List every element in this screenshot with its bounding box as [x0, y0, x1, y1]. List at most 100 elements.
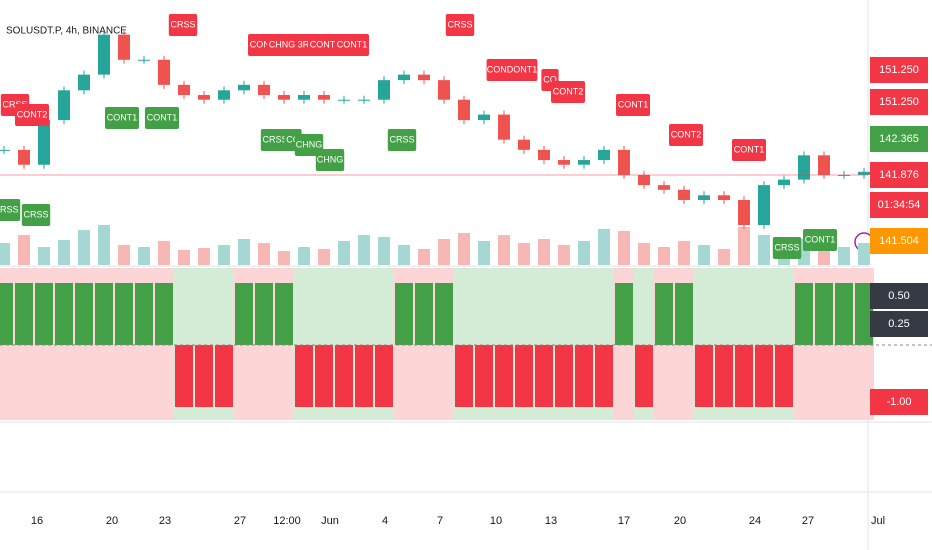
signal-bar	[295, 345, 313, 407]
signal-bar	[155, 283, 173, 345]
volume-bar	[458, 233, 470, 265]
price-badge-text: 142.365	[879, 133, 919, 145]
signal-bar	[575, 345, 593, 407]
candle-body	[638, 174, 650, 186]
signal-label: CRSS	[170, 19, 195, 29]
volume-bar	[678, 241, 690, 265]
signal-label: CRSS	[389, 134, 414, 144]
price-badge-text: 141.504	[879, 235, 919, 247]
price-badge-text: -1.00	[886, 396, 911, 408]
signal-bar	[355, 345, 373, 407]
candle-body	[618, 149, 630, 175]
candle-body	[178, 84, 190, 96]
volume-bar	[18, 235, 30, 265]
signal-bar	[435, 283, 453, 345]
candle-body	[378, 80, 390, 100]
signal-label: CONT1	[250, 39, 281, 49]
signal-bar	[395, 283, 413, 345]
candle-body	[18, 149, 30, 165]
signal-label-bg	[732, 139, 766, 161]
price-badge	[870, 228, 928, 254]
chart-title: SOLUSDT.P, 4h, BINANCE	[6, 26, 127, 37]
signal-label-bg	[168, 14, 198, 36]
candle-body	[738, 199, 750, 226]
signal-bar	[235, 283, 253, 345]
volume-bar	[338, 241, 350, 265]
volume-bar	[638, 243, 650, 265]
signal-bar	[775, 345, 793, 407]
candle-body	[278, 95, 290, 100]
signal-bar	[55, 283, 73, 345]
volume-bar	[318, 249, 330, 265]
volume-bar	[418, 249, 430, 265]
signal-bar	[495, 345, 513, 407]
signal-label-bg	[445, 14, 475, 36]
volume-bar	[658, 247, 670, 265]
x-tick-label: 10	[490, 515, 502, 527]
candle-body	[78, 74, 90, 91]
candle-body	[718, 195, 730, 200]
signal-label-bg	[0, 199, 21, 221]
volume-bar	[478, 241, 490, 265]
volume-bar	[398, 245, 410, 265]
price-badge	[870, 162, 928, 188]
volume-bar	[198, 248, 210, 265]
candle-body	[698, 195, 710, 200]
candle-body	[358, 99, 370, 101]
signal-bar	[835, 283, 853, 345]
signal-bar	[315, 345, 333, 407]
volume-bar	[698, 245, 710, 265]
signal-label-bg	[551, 81, 585, 103]
volume-bar	[518, 243, 530, 265]
signal-label: CRSS	[2, 99, 27, 109]
x-tick-label: 27	[802, 515, 814, 527]
signal-bar	[75, 283, 93, 345]
signal-bar	[795, 283, 813, 345]
candle-body	[38, 120, 50, 165]
candle-body	[778, 179, 790, 186]
candle-body	[598, 149, 610, 161]
volume-bar	[358, 235, 370, 265]
volume-bar	[378, 237, 390, 265]
candle-body	[258, 84, 270, 96]
signal-bar	[95, 283, 113, 345]
volume-bar	[0, 243, 10, 265]
signal-label: CONT2	[553, 86, 584, 96]
volume-bar	[218, 245, 230, 265]
candle-body	[138, 59, 150, 61]
signal-label: CRSS	[23, 209, 48, 219]
candle-body	[98, 34, 110, 75]
x-tick-label: 4	[382, 515, 388, 527]
candle-body	[518, 139, 530, 150]
signal-label: CONT1	[107, 112, 138, 122]
volume-bar	[278, 251, 290, 265]
volume-bar	[258, 243, 270, 265]
price-badge-text: 151.250	[879, 64, 919, 76]
signal-label: CO	[543, 74, 557, 84]
volume-bar	[238, 239, 250, 265]
signal-label-bg	[315, 149, 345, 171]
candle-body	[798, 155, 810, 180]
candle-body	[298, 95, 310, 100]
candle-body	[818, 155, 830, 175]
x-tick-label: 20	[674, 515, 686, 527]
signal-bar	[695, 345, 713, 407]
candle-body	[158, 59, 170, 85]
signal-label-bg	[145, 107, 179, 129]
x-tick-label: 7	[437, 515, 443, 527]
signal-label: CONT2	[310, 39, 341, 49]
signal-label-bg	[616, 94, 650, 116]
volume-bar	[718, 249, 730, 265]
signal-bar	[15, 283, 33, 345]
price-badge-text: 151.250	[879, 96, 919, 108]
signal-label-bg	[335, 34, 369, 56]
signal-label-bg	[21, 204, 51, 226]
candle-body	[678, 189, 690, 200]
volume-bar	[158, 241, 170, 265]
price-badge	[870, 126, 928, 152]
candle-body	[578, 160, 590, 165]
signal-bar	[415, 283, 433, 345]
x-tick-label: 17	[618, 515, 630, 527]
signal-bar	[375, 345, 393, 407]
